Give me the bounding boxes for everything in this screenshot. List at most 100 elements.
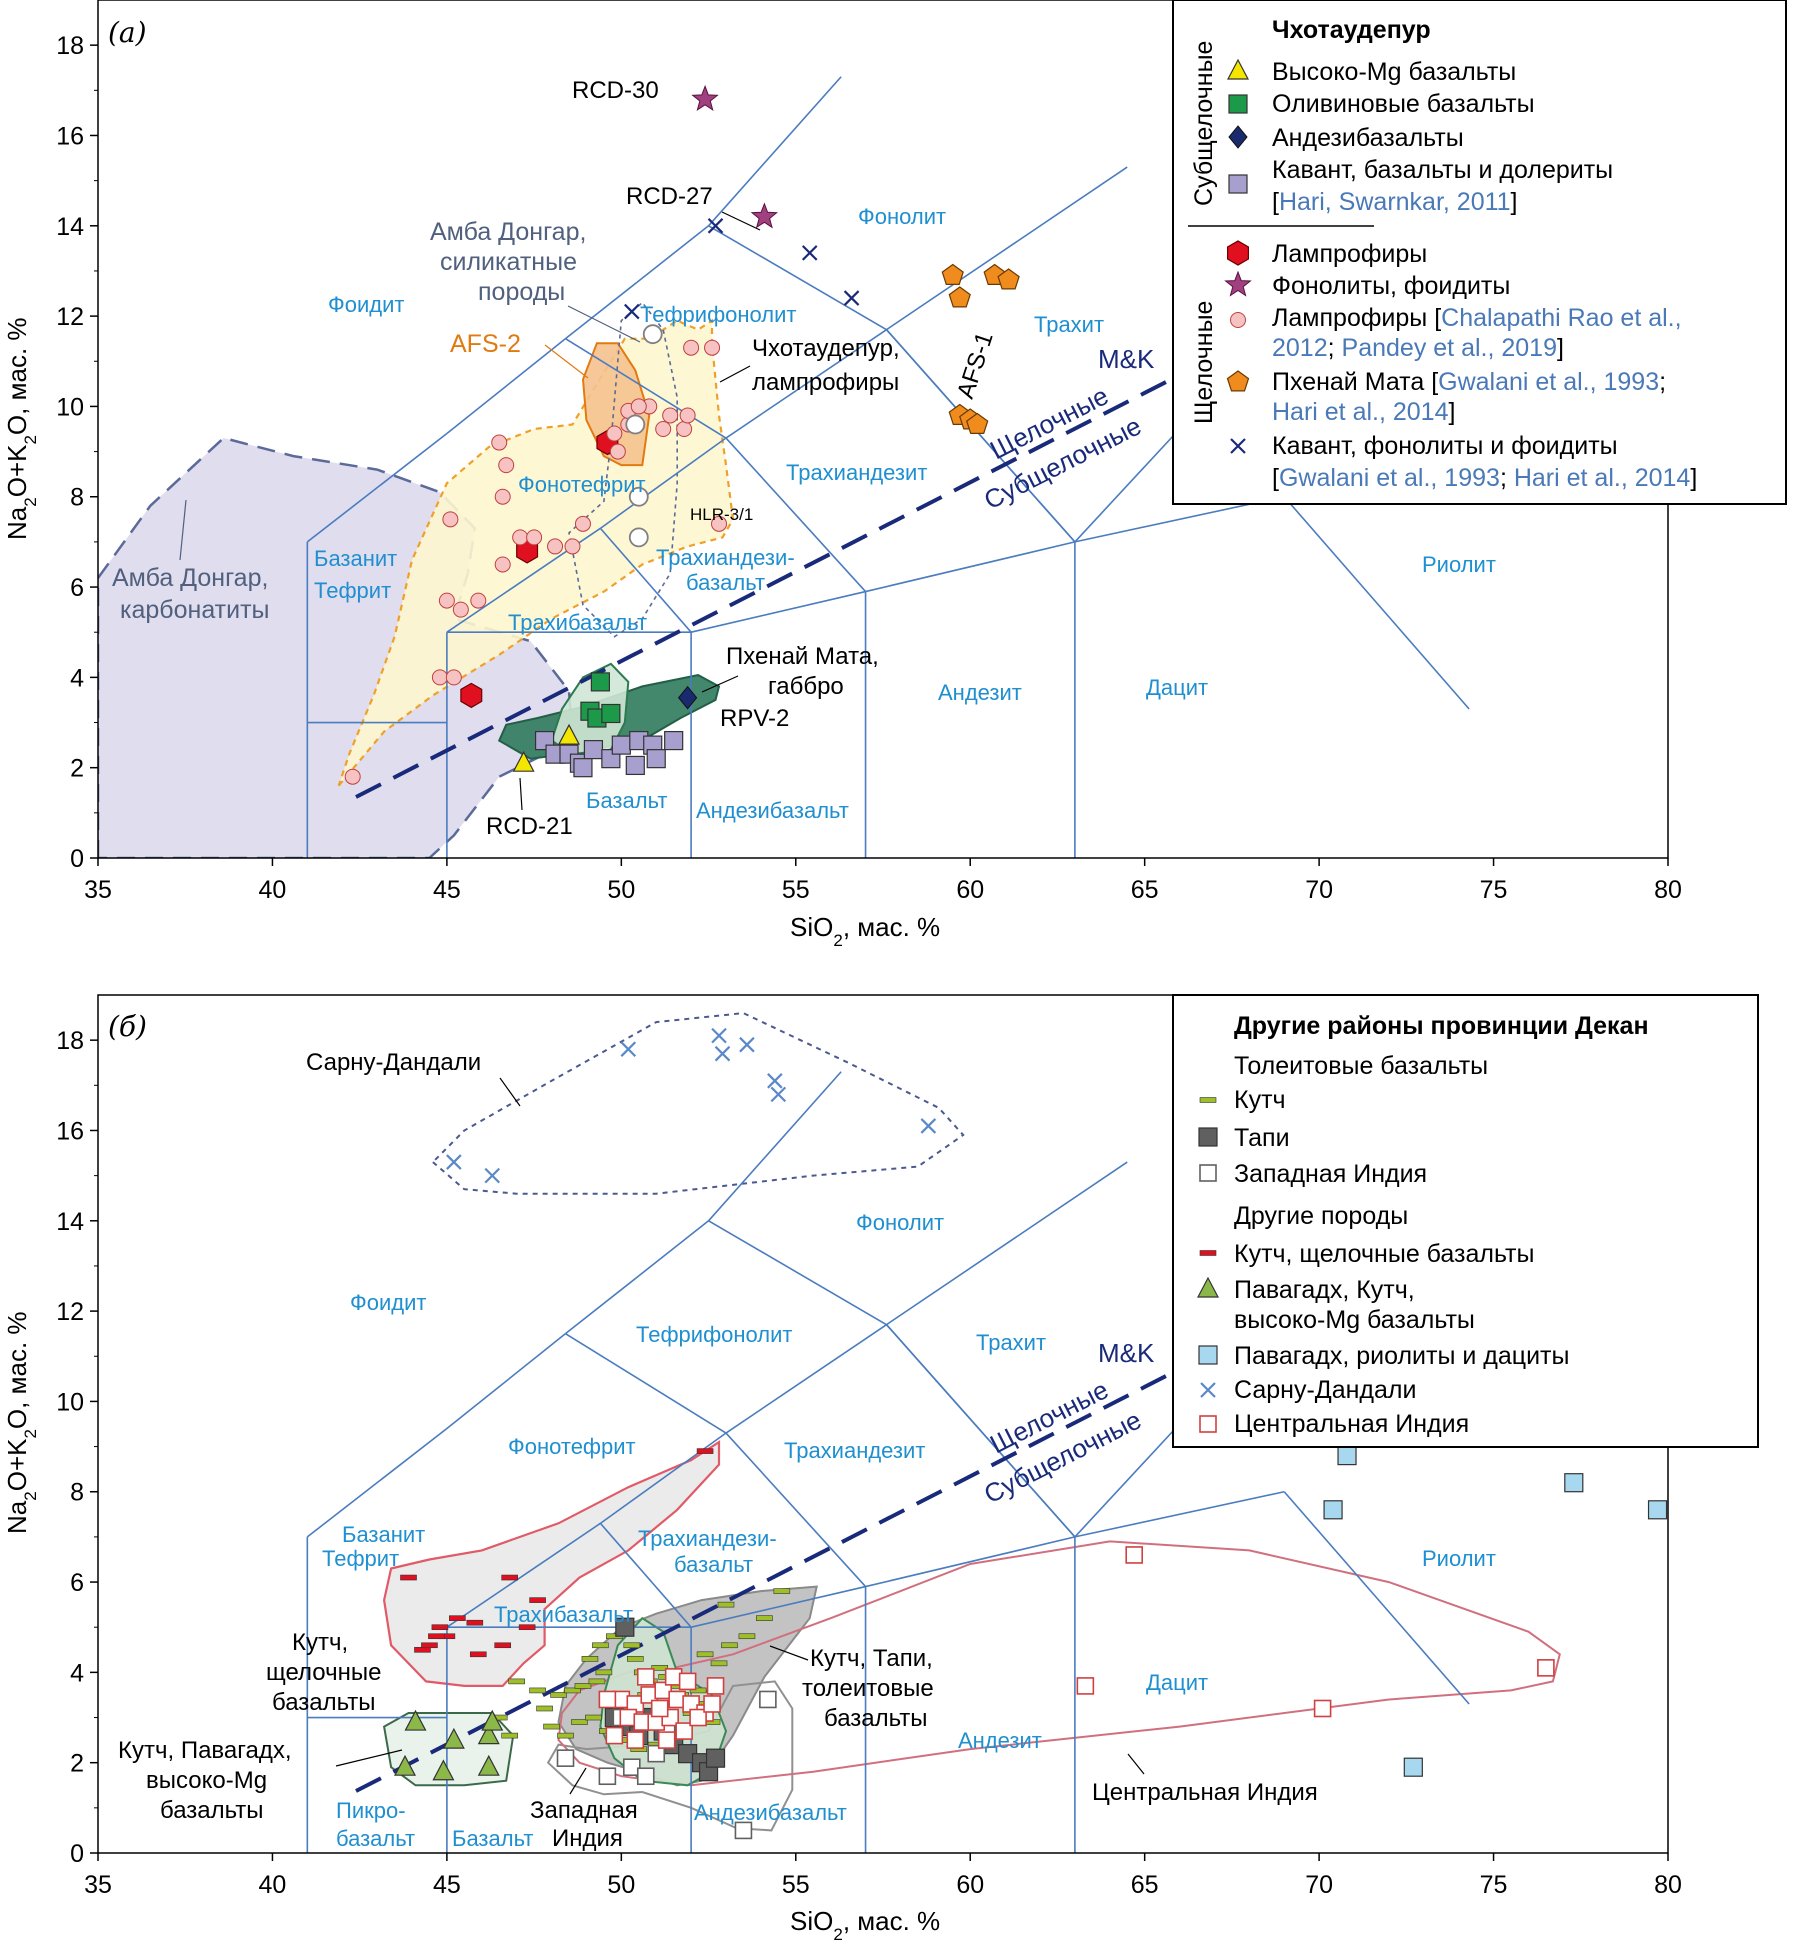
data-point xyxy=(344,768,361,785)
panel-a-divider-labels: M&K Щелочные Субщелочные xyxy=(979,344,1155,515)
data-point xyxy=(623,1642,641,1649)
data-point xyxy=(501,1732,518,1739)
data-point xyxy=(452,601,469,618)
tas-boundary xyxy=(306,432,448,543)
field-basaltic-andesite-b: Андезибазальт xyxy=(694,1800,847,1825)
data-point xyxy=(756,1615,773,1621)
data-point xyxy=(679,407,696,424)
data-point xyxy=(628,486,649,507)
ann-rcd30: RCD-30 xyxy=(572,77,659,104)
data-point xyxy=(801,245,818,261)
legend-marker xyxy=(1228,174,1248,194)
tas-boundary xyxy=(865,1536,1076,1588)
panel-b-divider-labels: M&K Щелочные Субщелочные xyxy=(979,1338,1155,1509)
data-point xyxy=(609,443,626,460)
tas-boundary xyxy=(1074,1490,1285,1538)
data-point xyxy=(605,1726,624,1745)
x-tick-label: 60 xyxy=(956,876,984,904)
tas-boundary xyxy=(725,1323,887,1434)
legend-a-item-4: Лампрофиры xyxy=(1272,240,1427,268)
y-axis-title-b: Na2O+K2O, мас. % xyxy=(2,1311,40,1534)
data-point xyxy=(664,730,684,751)
tas-boundary xyxy=(885,1324,1076,1538)
tas-boundary xyxy=(599,527,692,633)
legend-marker xyxy=(1200,1382,1216,1398)
field-trachybasalt-b: Трахибазальт xyxy=(494,1602,633,1627)
field-trachyandesite-b: Трахиандезит xyxy=(784,1438,925,1463)
tas-boundary xyxy=(725,328,887,439)
tas-boundary xyxy=(565,225,710,340)
ann-kutch-mg-2: высоко-Mg xyxy=(146,1767,267,1794)
leader-ambadongar-sil xyxy=(567,305,641,343)
data-point xyxy=(689,1687,707,1694)
field-andesite-b: Андезит xyxy=(958,1728,1042,1753)
tas-boundary xyxy=(446,1522,601,1628)
tas-boundary xyxy=(1283,1491,1470,1705)
ann-kutch-tapi-2: толеитовые xyxy=(802,1675,934,1702)
data-point xyxy=(676,421,693,437)
data-point xyxy=(636,1767,655,1786)
tas-boundary xyxy=(690,1585,866,1628)
field-rhyolite-b: Риолит xyxy=(1422,1546,1496,1571)
leader-kutch-tapi xyxy=(769,1645,809,1661)
mk-label-b: M&K xyxy=(1098,1338,1155,1368)
data-point xyxy=(400,1574,417,1581)
ann-kutch-mg-1: Кутч, Павагадх, xyxy=(118,1737,291,1764)
legend-b-item-1: Тапи xyxy=(1234,1124,1290,1152)
data-point xyxy=(721,1642,738,1649)
panel-a xyxy=(98,76,1470,858)
tas-boundary xyxy=(565,338,727,439)
field-dacite-a: Дацит xyxy=(1146,675,1208,700)
x-tick-label: 60 xyxy=(956,1871,984,1899)
field-phonolite-a: Фонолит xyxy=(858,204,946,229)
data-point xyxy=(547,538,564,555)
legend-b-item-7: Центральная Индия xyxy=(1234,1410,1469,1438)
x-tick-label: 55 xyxy=(782,1871,810,1899)
field-basalt-b: Базальт xyxy=(452,1826,533,1851)
x-tick-label: 40 xyxy=(259,876,287,904)
y-tick-label: 10 xyxy=(56,1388,84,1416)
legend-marker xyxy=(1227,58,1249,80)
ann-phenai-2: габбро xyxy=(768,673,844,700)
x-tick-label: 65 xyxy=(1131,876,1159,904)
field-trachyandesite-a: Трахиандезит xyxy=(786,460,927,485)
legend-a-item-8: Кавант, фонолиты и фоидиты xyxy=(1272,432,1618,460)
data-point xyxy=(543,1723,560,1730)
ann-kutch-tapi-3: базальты xyxy=(824,1705,928,1732)
data-point xyxy=(997,268,1020,290)
legend-a-item-8-l2: [Gwalani et al., 1993; Hari et al., 2014… xyxy=(1272,464,1697,492)
ann-ambadongar-sil-1: Амба Донгар, xyxy=(430,218,586,246)
data-point xyxy=(624,303,640,320)
data-point xyxy=(625,414,646,435)
field-foidite-b: Фоидит xyxy=(350,1290,426,1315)
panel-b-axis-titles: SiO2, мас. % Na2O+K2O, мас. % xyxy=(2,1311,940,1942)
field-andesite-a: Андезит xyxy=(938,680,1022,705)
field-rhyolite-a: Риолит xyxy=(1422,552,1496,577)
data-point xyxy=(654,1681,673,1700)
legend-marker xyxy=(1230,312,1246,328)
data-point xyxy=(647,1744,666,1763)
data-point xyxy=(481,1709,504,1731)
field-phonotephrite-b: Фонотефрит xyxy=(508,1434,636,1459)
legend-b: Другие районы провинции Декан Толеитовые… xyxy=(1172,994,1759,1448)
data-point xyxy=(484,1167,501,1184)
field-trachyte-b: Трахит xyxy=(976,1330,1046,1355)
tas-boundary xyxy=(885,329,1076,543)
tas-boundary xyxy=(886,1161,1128,1326)
tas-boundary xyxy=(565,1333,727,1434)
panel-a-points xyxy=(344,84,1020,785)
y-tick-label: 16 xyxy=(56,1117,84,1145)
leader-afs2 xyxy=(544,344,589,379)
y-tick-label: 4 xyxy=(70,664,84,692)
tas-boundary xyxy=(707,76,842,227)
tas-boundary xyxy=(446,1333,567,1430)
x-tick-label: 70 xyxy=(1305,876,1333,904)
legend-marker xyxy=(1226,240,1250,266)
data-point xyxy=(498,457,515,474)
data-point xyxy=(678,1672,697,1691)
data-point xyxy=(710,1660,728,1667)
data-point xyxy=(477,1754,500,1776)
legend-a-item-6: Лампрофиры [Chalapathi Rao et al., xyxy=(1272,304,1682,332)
data-point xyxy=(965,412,989,434)
y-tick-label: 4 xyxy=(70,1659,84,1687)
